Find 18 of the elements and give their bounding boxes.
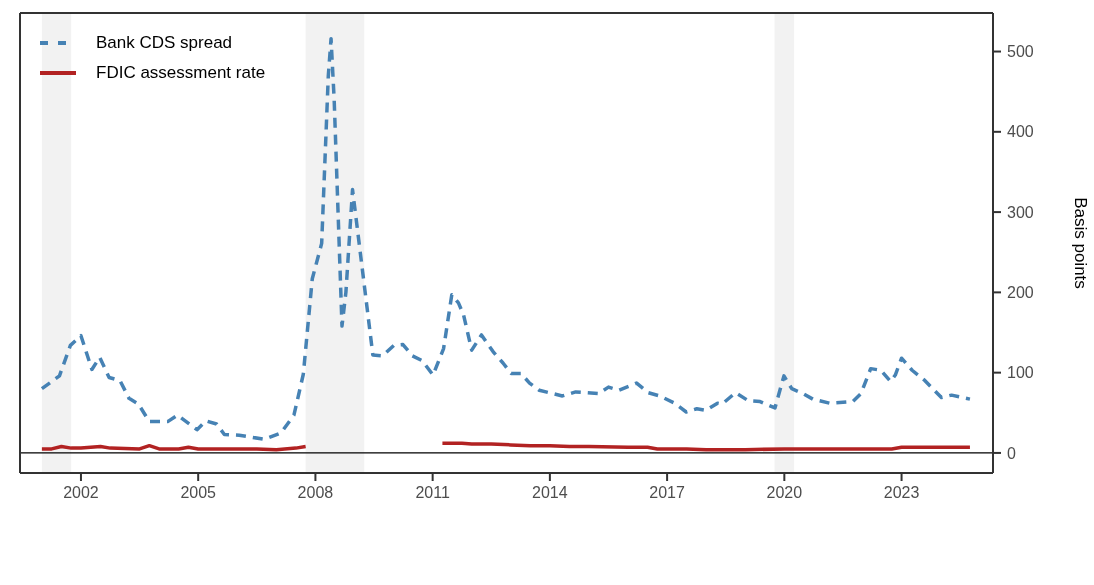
x-tick-label: 2017	[649, 484, 685, 502]
x-tick-label: 2020	[766, 484, 803, 502]
legend-label: FDIC assessment rate	[96, 63, 266, 83]
y-tick-label: 300	[1007, 203, 1034, 221]
y-tick-label: 400	[1007, 123, 1034, 141]
x-tick-label: 2005	[180, 484, 217, 502]
x-tick-label: 2014	[532, 484, 568, 502]
y-tick-label: 500	[1007, 43, 1034, 61]
y-axis-title: Basis points	[1071, 197, 1090, 289]
y-tick-label: 200	[1007, 284, 1034, 302]
x-tick-label: 2008	[297, 484, 334, 502]
y-tick-label: 0	[1007, 444, 1016, 462]
y-tick-label: 100	[1007, 364, 1034, 382]
line-series	[40, 36, 972, 442]
x-tick-label: 2011	[415, 484, 450, 502]
x-tick-label: 2023	[883, 484, 920, 502]
legend-label: Bank CDS spread	[96, 33, 233, 53]
x-tick-label: 2002	[63, 484, 99, 502]
